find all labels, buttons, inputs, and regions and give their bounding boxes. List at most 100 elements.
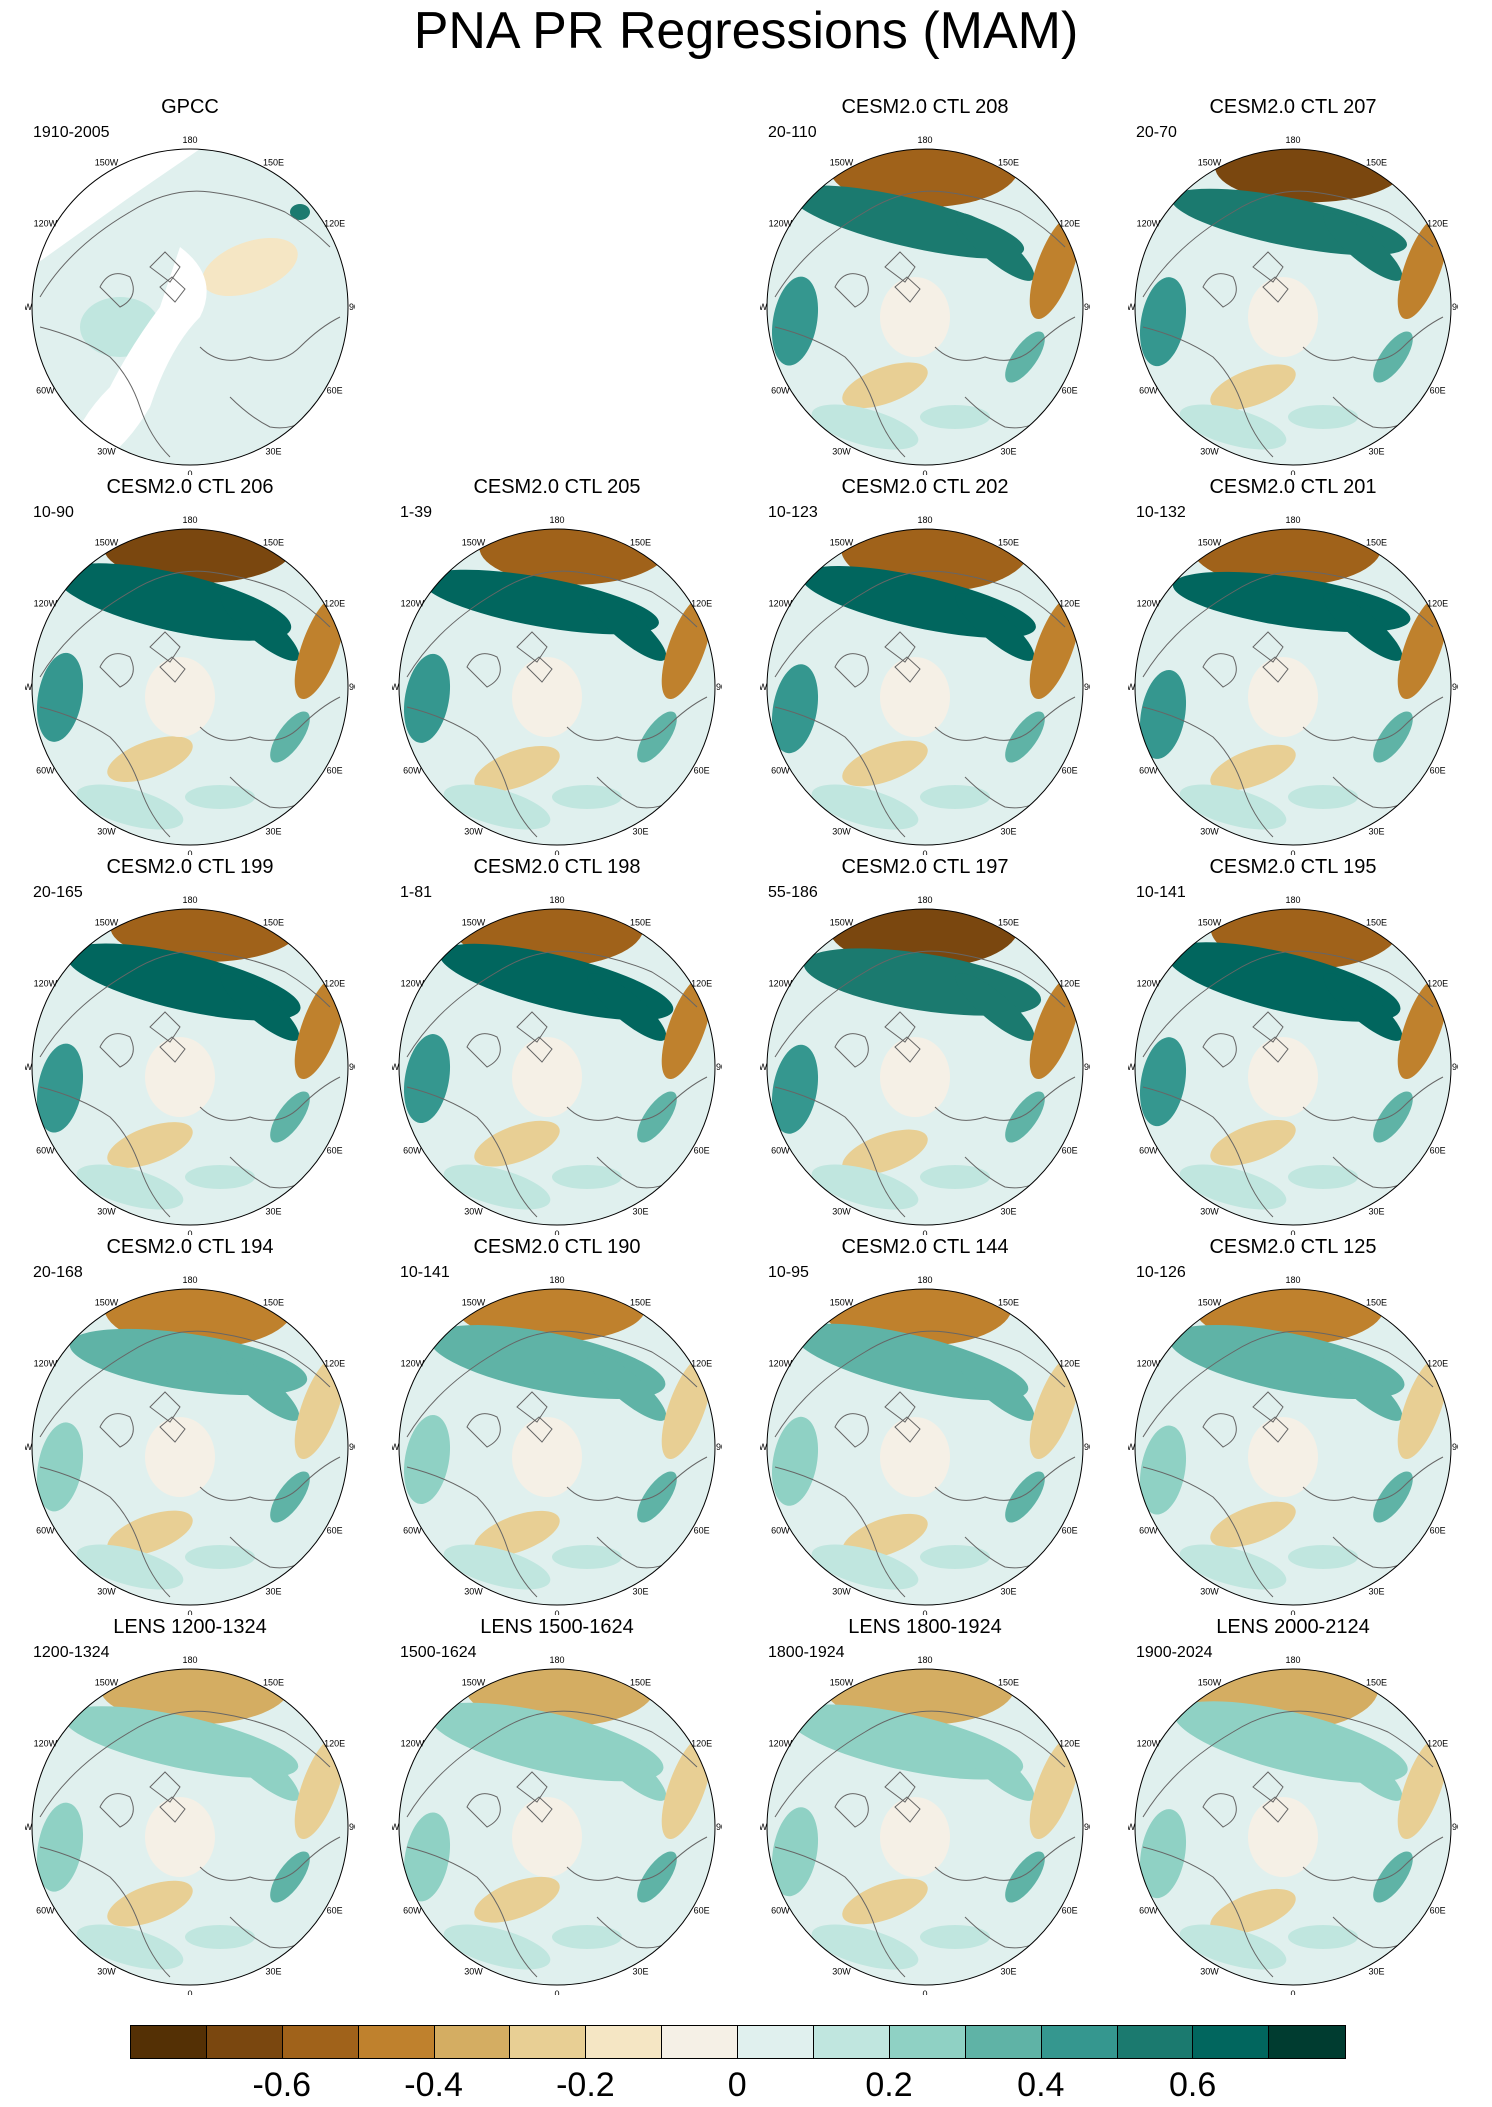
longitude-label: 30W — [832, 1587, 851, 1597]
map-border — [1134, 1288, 1452, 1606]
longitude-label: 30E — [1368, 1207, 1384, 1217]
positive-anomaly-region — [1373, 331, 1413, 383]
coastline — [934, 316, 1076, 361]
map-field — [399, 909, 715, 1225]
longitude-label: 0 — [922, 1609, 927, 1615]
positive-anomaly-band — [1323, 213, 1403, 281]
polar-map: 180 150E 120E 90E 60E 30E 0 30W 60W 90W 120W 150W — [760, 1275, 1090, 1615]
coastline — [566, 1456, 708, 1501]
negative-anomaly-region — [1397, 214, 1449, 320]
longitude-label: 60W — [36, 766, 55, 776]
longitude-label: 60W — [36, 1526, 55, 1536]
longitude-label: 60W — [1139, 1146, 1158, 1156]
coastline — [1252, 1771, 1284, 1803]
coastline — [159, 1796, 186, 1823]
panel-title: CESM2.0 CTL 190 — [473, 1236, 641, 1258]
positive-anomaly-band — [955, 1733, 1035, 1801]
positive-anomaly-region — [1179, 1544, 1287, 1590]
longitude-label: 150W — [830, 917, 854, 927]
coastline — [526, 1796, 553, 1823]
coastline — [516, 1391, 548, 1423]
coastline — [406, 1086, 538, 1218]
longitude-label: 30W — [832, 1207, 851, 1217]
panel-period: 1500-1624 — [400, 1644, 477, 1661]
polar-map: 180 150E 120E 90E 60E 30E 0 30W 60W 90W 120W 150W — [1128, 1275, 1458, 1615]
map-panel: CESM2.0 CTL 194 180 150E 120E 90E 60E 30E 0 30W 6… — [25, 1235, 355, 1615]
coastline — [39, 706, 171, 838]
panel-period: 10-141 — [1136, 884, 1186, 901]
longitude-label: 180 — [182, 1275, 197, 1285]
coastline — [39, 1086, 171, 1218]
polar-map: 180 150E 120E 90E 60E 30E 0 30W 60W 90W 120W 150W — [25, 135, 355, 475]
panel-title: CESM2.0 CTL 194 — [106, 1236, 274, 1258]
longitude-label: 120W — [34, 1359, 58, 1369]
negative-anomaly-region — [1210, 1119, 1296, 1166]
longitude-label: 60W — [36, 1906, 55, 1916]
coastline — [774, 950, 1066, 1058]
longitude-label: 150W — [462, 1677, 486, 1687]
longitude-label: 90E — [716, 1442, 722, 1452]
coastline — [894, 656, 921, 683]
positive-anomaly-region — [1373, 1471, 1413, 1523]
longitude-label: 30E — [1000, 827, 1016, 837]
panel-period: 10-132 — [1136, 504, 1186, 521]
coastline — [1202, 1033, 1237, 1068]
coastline — [199, 696, 341, 741]
panel-title: CESM2.0 CTL 144 — [841, 1236, 1009, 1258]
longitude-label: 0 — [922, 849, 927, 855]
coastline — [516, 1011, 548, 1043]
colorbar-swatch — [282, 2026, 359, 2058]
negative-anomaly-band — [828, 149, 1019, 208]
longitude-label: 90W — [392, 1062, 400, 1072]
negative-anomaly-region — [1397, 1734, 1449, 1840]
coastline — [1262, 1796, 1289, 1823]
coastline — [884, 1771, 916, 1803]
colorbar: -0.6 -0.4 -0.2 0 0.2 0.4 0.6 — [130, 2025, 1360, 2105]
polar-map: 180 150E 120E 90E 60E 30E 0 30W 60W 90W 120W 150W — [392, 1275, 722, 1615]
longitude-label: 90E — [1452, 302, 1458, 312]
map-border — [1134, 1668, 1452, 1986]
coastline — [39, 326, 171, 458]
longitude-label: 60E — [1062, 386, 1078, 396]
positive-anomaly-region — [771, 1044, 819, 1134]
coastline — [526, 1416, 553, 1443]
negative-anomaly-band — [840, 529, 1031, 592]
map-border — [1134, 908, 1452, 1226]
coastline — [774, 706, 906, 838]
longitude-label: 90E — [716, 1822, 722, 1832]
longitude-label: 0 — [187, 1609, 192, 1615]
coastline — [774, 570, 1066, 678]
coastline — [774, 190, 1066, 298]
longitude-label: 90W — [1128, 682, 1136, 692]
panel-period: 55-186 — [768, 884, 818, 901]
positive-anomaly-region — [771, 1807, 819, 1897]
longitude-label: 90E — [349, 1442, 355, 1452]
coastline — [894, 1796, 921, 1823]
positive-anomaly-region — [403, 1034, 451, 1124]
longitude-label: 120E — [1059, 219, 1080, 229]
longitude-label: 150E — [998, 917, 1019, 927]
longitude-label: 30W — [1200, 827, 1219, 837]
panel-title: CESM2.0 CTL 199 — [106, 856, 274, 878]
negative-anomaly-region — [294, 974, 346, 1080]
positive-anomaly-region — [1373, 711, 1413, 763]
longitude-label: 150W — [1198, 537, 1222, 547]
longitude-label: 30E — [632, 1587, 648, 1597]
panel-period: 1-39 — [400, 504, 433, 521]
positive-anomaly-region — [920, 1165, 990, 1189]
polar-map: 180 150E 120E 90E 60E 30E 0 30W 60W 90W 120W 150W — [25, 1655, 355, 1995]
positive-anomaly-region — [811, 1544, 919, 1590]
longitude-label: 90W — [1128, 1062, 1136, 1072]
longitude-label: 150E — [1366, 537, 1387, 547]
longitude-label: 0 — [554, 1609, 559, 1615]
coastline — [1262, 276, 1289, 303]
positive-anomaly-region — [443, 784, 551, 830]
map-border — [398, 1288, 716, 1606]
coastline — [774, 1330, 1066, 1438]
negative-anomaly-region — [1210, 1501, 1296, 1548]
longitude-label: 30W — [97, 827, 116, 837]
longitude-label: 150W — [95, 537, 119, 547]
coastline — [566, 1076, 708, 1121]
map-field — [32, 909, 348, 1225]
positive-anomaly-band — [56, 563, 292, 641]
